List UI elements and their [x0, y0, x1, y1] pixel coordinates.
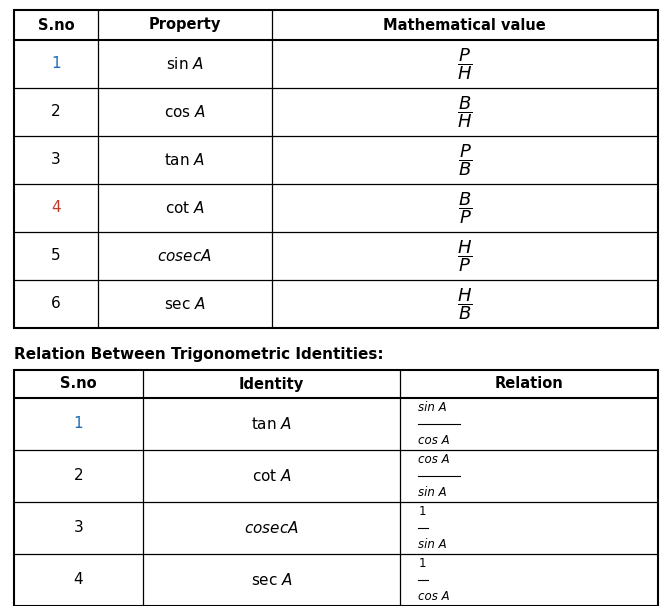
- Text: $\dfrac{H}{B}$: $\dfrac{H}{B}$: [457, 286, 472, 322]
- Text: 1: 1: [419, 557, 426, 570]
- Text: cos A: cos A: [419, 590, 450, 603]
- Text: 4: 4: [74, 573, 83, 587]
- Text: sin A: sin A: [419, 401, 447, 414]
- Text: Property: Property: [149, 18, 221, 33]
- Text: $\mathrm{tan}\ \mathit{A}$: $\mathrm{tan}\ \mathit{A}$: [251, 416, 292, 432]
- Text: S.no: S.no: [60, 376, 97, 391]
- Text: $\dfrac{P}{B}$: $\dfrac{P}{B}$: [458, 142, 472, 178]
- Text: $\dfrac{B}{H}$: $\dfrac{B}{H}$: [457, 94, 472, 130]
- Text: $\mathrm{sin}\ \mathit{A}$: $\mathrm{sin}\ \mathit{A}$: [165, 56, 204, 72]
- Text: sin A: sin A: [419, 486, 447, 499]
- Text: cos A: cos A: [419, 434, 450, 447]
- Text: 2: 2: [51, 104, 60, 119]
- Text: Relation: Relation: [495, 376, 564, 391]
- Text: $\mathrm{cot}\ \mathit{A}$: $\mathrm{cot}\ \mathit{A}$: [251, 468, 292, 484]
- Text: 1: 1: [419, 505, 426, 518]
- Text: 6: 6: [51, 296, 60, 311]
- Text: $\mathit{cosec}\mathit{A}$: $\mathit{cosec}\mathit{A}$: [244, 520, 299, 536]
- Text: 5: 5: [51, 248, 60, 264]
- Text: $\dfrac{H}{P}$: $\dfrac{H}{P}$: [457, 238, 472, 274]
- Text: 1: 1: [74, 416, 83, 431]
- Text: $\mathrm{tan}\ \mathit{A}$: $\mathrm{tan}\ \mathit{A}$: [164, 152, 206, 168]
- Text: $\mathit{cosec}\mathit{A}$: $\mathit{cosec}\mathit{A}$: [157, 248, 212, 264]
- Text: 1: 1: [51, 56, 60, 72]
- Text: 2: 2: [74, 468, 83, 484]
- Text: sin A: sin A: [419, 538, 447, 551]
- Text: $\dfrac{P}{H}$: $\dfrac{P}{H}$: [457, 46, 472, 82]
- Text: $\dfrac{B}{P}$: $\dfrac{B}{P}$: [458, 190, 472, 226]
- Bar: [14, 10, 658, 328]
- Text: Identity: Identity: [239, 376, 304, 391]
- Text: 3: 3: [51, 153, 60, 167]
- Text: Mathematical value: Mathematical value: [384, 18, 546, 33]
- Text: $\mathrm{sec}\ \mathit{A}$: $\mathrm{sec}\ \mathit{A}$: [251, 572, 292, 588]
- Text: 3: 3: [73, 521, 83, 536]
- Text: $\mathrm{sec}\ \mathit{A}$: $\mathrm{sec}\ \mathit{A}$: [164, 296, 206, 312]
- Text: 4: 4: [51, 201, 60, 216]
- Bar: [14, 370, 658, 606]
- Text: cos A: cos A: [419, 453, 450, 466]
- Text: $\mathrm{cot}\ \mathit{A}$: $\mathrm{cot}\ \mathit{A}$: [165, 200, 205, 216]
- Text: $\mathrm{cos}\ \mathit{A}$: $\mathrm{cos}\ \mathit{A}$: [164, 104, 206, 120]
- Text: Relation Between Trigonometric Identities:: Relation Between Trigonometric Identitie…: [14, 347, 384, 362]
- Text: S.no: S.no: [38, 18, 74, 33]
